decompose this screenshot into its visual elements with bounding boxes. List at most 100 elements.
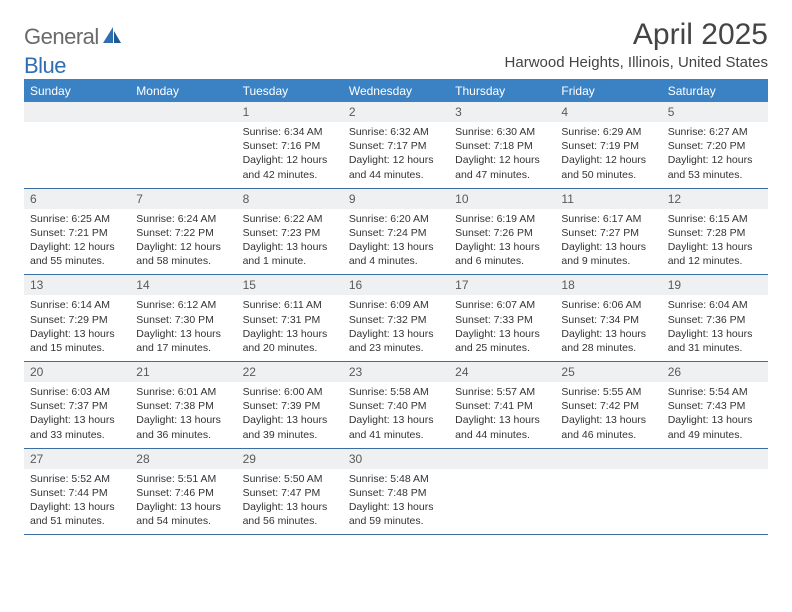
day-number: 22 [237,362,343,382]
day-details: Sunrise: 6:11 AMSunset: 7:31 PMDaylight:… [237,295,343,361]
day-number: 13 [24,275,130,295]
calendar-cell: 24Sunrise: 5:57 AMSunset: 7:41 PMDayligh… [449,362,555,449]
day-number: 12 [662,189,768,209]
day-details: Sunrise: 6:00 AMSunset: 7:39 PMDaylight:… [237,382,343,448]
weekday-header: Monday [130,80,236,102]
calendar-cell: 29Sunrise: 5:50 AMSunset: 7:47 PMDayligh… [237,449,343,536]
day-number: 15 [237,275,343,295]
day-number: 7 [130,189,236,209]
day-details: Sunrise: 5:55 AMSunset: 7:42 PMDaylight:… [555,382,661,448]
day-details: Sunrise: 6:03 AMSunset: 7:37 PMDaylight:… [24,382,130,448]
logo-text-blue: Blue [24,53,66,79]
day-number: 4 [555,102,661,122]
day-details: Sunrise: 5:54 AMSunset: 7:43 PMDaylight:… [662,382,768,448]
calendar-cell: 1Sunrise: 6:34 AMSunset: 7:16 PMDaylight… [237,102,343,189]
day-number: 20 [24,362,130,382]
day-number: 17 [449,275,555,295]
day-details: Sunrise: 5:50 AMSunset: 7:47 PMDaylight:… [237,469,343,535]
day-number: 27 [24,449,130,469]
day-details: Sunrise: 6:04 AMSunset: 7:36 PMDaylight:… [662,295,768,361]
weekday-header: Wednesday [343,80,449,102]
calendar-cell: 15Sunrise: 6:11 AMSunset: 7:31 PMDayligh… [237,275,343,362]
calendar-cell: 26Sunrise: 5:54 AMSunset: 7:43 PMDayligh… [662,362,768,449]
day-details: Sunrise: 5:48 AMSunset: 7:48 PMDaylight:… [343,469,449,535]
day-details: Sunrise: 5:58 AMSunset: 7:40 PMDaylight:… [343,382,449,448]
day-number: 23 [343,362,449,382]
weekday-header: Thursday [449,80,555,102]
weekday-header: Friday [555,80,661,102]
day-number: 11 [555,189,661,209]
day-details: Sunrise: 6:09 AMSunset: 7:32 PMDaylight:… [343,295,449,361]
calendar-cell: 14Sunrise: 6:12 AMSunset: 7:30 PMDayligh… [130,275,236,362]
day-details: Sunrise: 6:07 AMSunset: 7:33 PMDaylight:… [449,295,555,361]
title-block: April 2025 Harwood Heights, Illinois, Un… [505,18,768,71]
day-number: 26 [662,362,768,382]
calendar-cell: 9Sunrise: 6:20 AMSunset: 7:24 PMDaylight… [343,189,449,276]
day-details: Sunrise: 6:19 AMSunset: 7:26 PMDaylight:… [449,209,555,275]
day-details: Sunrise: 6:27 AMSunset: 7:20 PMDaylight:… [662,122,768,188]
day-number: 28 [130,449,236,469]
calendar-grid: SundayMondayTuesdayWednesdayThursdayFrid… [24,79,768,535]
day-number: 18 [555,275,661,295]
calendar-cell-empty [449,449,555,536]
day-number: 6 [24,189,130,209]
day-details: Sunrise: 6:17 AMSunset: 7:27 PMDaylight:… [555,209,661,275]
day-details: Sunrise: 6:20 AMSunset: 7:24 PMDaylight:… [343,209,449,275]
calendar-cell: 5Sunrise: 6:27 AMSunset: 7:20 PMDaylight… [662,102,768,189]
calendar-cell: 18Sunrise: 6:06 AMSunset: 7:34 PMDayligh… [555,275,661,362]
day-number: 9 [343,189,449,209]
day-number: 10 [449,189,555,209]
day-number: 19 [662,275,768,295]
calendar-cell: 10Sunrise: 6:19 AMSunset: 7:26 PMDayligh… [449,189,555,276]
day-details: Sunrise: 6:29 AMSunset: 7:19 PMDaylight:… [555,122,661,188]
day-number: 2 [343,102,449,122]
logo: General [24,24,125,50]
day-number: 8 [237,189,343,209]
weekday-header: Sunday [24,80,130,102]
calendar-cell: 27Sunrise: 5:52 AMSunset: 7:44 PMDayligh… [24,449,130,536]
day-details: Sunrise: 6:24 AMSunset: 7:22 PMDaylight:… [130,209,236,275]
calendar-cell: 6Sunrise: 6:25 AMSunset: 7:21 PMDaylight… [24,189,130,276]
logo-text-general: General [24,24,99,50]
weekday-header: Tuesday [237,80,343,102]
day-number: 25 [555,362,661,382]
day-details: Sunrise: 6:25 AMSunset: 7:21 PMDaylight:… [24,209,130,275]
calendar-cell: 19Sunrise: 6:04 AMSunset: 7:36 PMDayligh… [662,275,768,362]
calendar-cell: 12Sunrise: 6:15 AMSunset: 7:28 PMDayligh… [662,189,768,276]
calendar-cell: 20Sunrise: 6:03 AMSunset: 7:37 PMDayligh… [24,362,130,449]
calendar-cell-empty [662,449,768,536]
calendar-cell: 30Sunrise: 5:48 AMSunset: 7:48 PMDayligh… [343,449,449,536]
calendar-cell: 3Sunrise: 6:30 AMSunset: 7:18 PMDaylight… [449,102,555,189]
weekday-header: Saturday [662,80,768,102]
calendar-cell: 17Sunrise: 6:07 AMSunset: 7:33 PMDayligh… [449,275,555,362]
day-number: 5 [662,102,768,122]
calendar-cell: 11Sunrise: 6:17 AMSunset: 7:27 PMDayligh… [555,189,661,276]
day-number: 1 [237,102,343,122]
day-details: Sunrise: 6:15 AMSunset: 7:28 PMDaylight:… [662,209,768,275]
calendar-cell: 22Sunrise: 6:00 AMSunset: 7:39 PMDayligh… [237,362,343,449]
day-number: 24 [449,362,555,382]
calendar-cell-empty [24,102,130,189]
day-details: Sunrise: 6:06 AMSunset: 7:34 PMDaylight:… [555,295,661,361]
day-number: 30 [343,449,449,469]
calendar-cell: 23Sunrise: 5:58 AMSunset: 7:40 PMDayligh… [343,362,449,449]
day-details: Sunrise: 5:57 AMSunset: 7:41 PMDaylight:… [449,382,555,448]
calendar-cell: 16Sunrise: 6:09 AMSunset: 7:32 PMDayligh… [343,275,449,362]
day-number: 3 [449,102,555,122]
calendar-cell: 8Sunrise: 6:22 AMSunset: 7:23 PMDaylight… [237,189,343,276]
day-details: Sunrise: 6:01 AMSunset: 7:38 PMDaylight:… [130,382,236,448]
day-details: Sunrise: 6:14 AMSunset: 7:29 PMDaylight:… [24,295,130,361]
day-details: Sunrise: 6:32 AMSunset: 7:17 PMDaylight:… [343,122,449,188]
calendar-cell: 2Sunrise: 6:32 AMSunset: 7:17 PMDaylight… [343,102,449,189]
day-number: 16 [343,275,449,295]
day-number: 14 [130,275,236,295]
calendar-cell: 4Sunrise: 6:29 AMSunset: 7:19 PMDaylight… [555,102,661,189]
day-details: Sunrise: 6:12 AMSunset: 7:30 PMDaylight:… [130,295,236,361]
day-number: 21 [130,362,236,382]
day-details: Sunrise: 5:51 AMSunset: 7:46 PMDaylight:… [130,469,236,535]
calendar-cell: 21Sunrise: 6:01 AMSunset: 7:38 PMDayligh… [130,362,236,449]
calendar-cell: 25Sunrise: 5:55 AMSunset: 7:42 PMDayligh… [555,362,661,449]
day-number: 29 [237,449,343,469]
calendar-cell: 28Sunrise: 5:51 AMSunset: 7:46 PMDayligh… [130,449,236,536]
month-title: April 2025 [505,18,768,52]
